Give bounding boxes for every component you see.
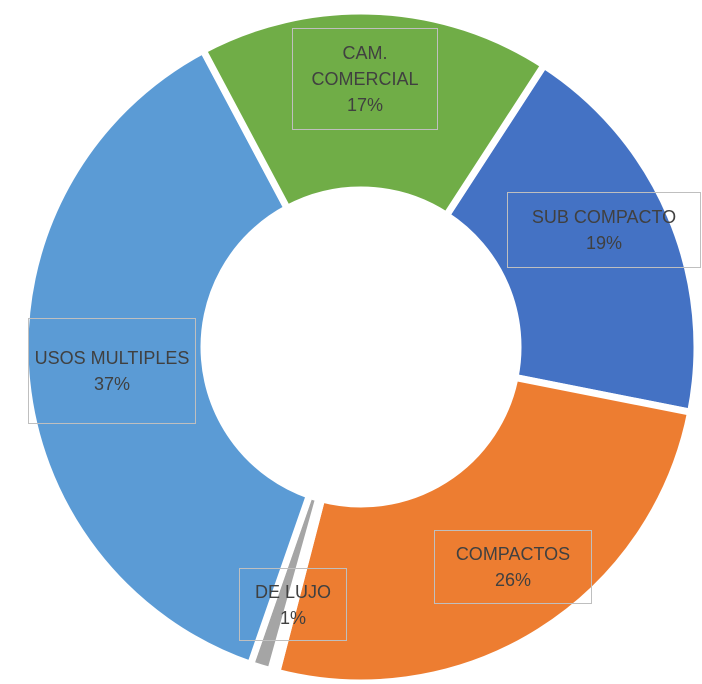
category-label: SUB COMPACTO xyxy=(531,207,677,227)
data-label: COMPACTOS 26% xyxy=(434,530,592,604)
data-label: SUB COMPACTO 19% xyxy=(507,192,701,268)
category-label: COMPACTOS xyxy=(455,544,571,564)
category-label: CAM. COMERCIAL xyxy=(311,43,419,89)
category-label: USOS MULTIPLES xyxy=(34,348,190,368)
data-label: DE LUJO 1% xyxy=(239,568,347,641)
data-label: USOS MULTIPLES 37% xyxy=(28,318,196,424)
value-label: 1% xyxy=(279,607,306,628)
data-label: CAM. COMERCIAL 17% xyxy=(292,28,438,130)
donut-slice xyxy=(441,60,701,417)
value-label: 37% xyxy=(93,374,131,394)
value-label: 26% xyxy=(494,570,532,590)
category-label: DE LUJO xyxy=(254,581,332,602)
value-label: 19% xyxy=(585,233,623,253)
value-label: 17% xyxy=(346,95,384,115)
donut-slice xyxy=(198,7,549,221)
donut-slice xyxy=(21,45,314,669)
